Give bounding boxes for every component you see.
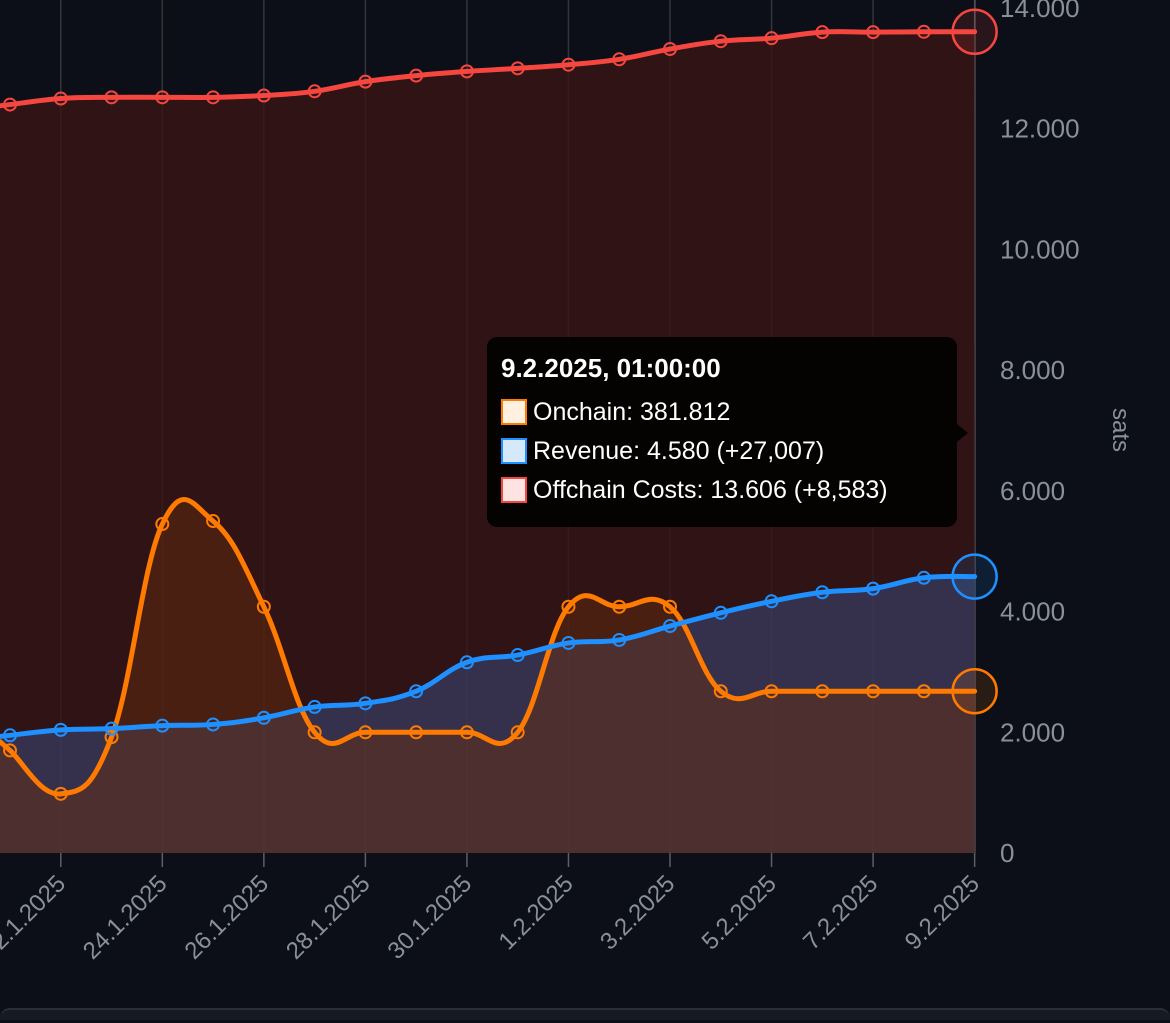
data-point-onchain: [612, 599, 627, 614]
y-tick-label: 0: [1000, 838, 1014, 868]
tooltip-row-onchain: Onchain: 381.812: [501, 397, 943, 427]
highlight-point-onchain: [951, 667, 998, 715]
data-point-revenue: [663, 619, 678, 634]
data-point-onchain: [155, 517, 170, 532]
data-point-onchain: [206, 514, 221, 529]
data-point-revenue: [612, 632, 627, 647]
data-point-revenue: [764, 594, 779, 609]
data-point-onchain: [409, 725, 424, 740]
data-point-onchain: [256, 599, 271, 614]
x-tick-label: 9.2.2025: [900, 870, 985, 955]
data-point-offchain-costs: [307, 84, 322, 99]
data-point-offchain-costs: [358, 74, 373, 89]
series-line-offchain-costs: [0, 29, 978, 109]
data-point-onchain: [358, 725, 373, 740]
bottom-panel-edge: [0, 1008, 1170, 1020]
series-line-onchain: [0, 497, 978, 797]
data-point-onchain: [459, 725, 474, 740]
data-point-offchain-costs: [206, 90, 221, 105]
data-point-offchain-costs: [459, 64, 474, 79]
data-point-onchain: [663, 599, 678, 614]
y-tick-label: 14.000: [1000, 0, 1080, 23]
data-point-revenue: [459, 655, 474, 670]
data-point-offchain-costs: [3, 97, 17, 112]
data-point-offchain-costs: [916, 24, 931, 39]
tooltip: 9.2.2025, 01:00:00 Onchain: 381.812 Reve…: [487, 337, 957, 527]
data-point-revenue: [307, 699, 322, 714]
data-point-offchain-costs: [764, 31, 779, 46]
data-point-onchain: [866, 684, 881, 699]
tooltip-arrow: [957, 424, 968, 442]
data-point-offchain-costs: [510, 61, 525, 76]
data-point-revenue: [510, 648, 525, 663]
x-tick-label: 28.1.2025: [281, 870, 376, 965]
area-onchain: [0, 499, 975, 853]
legend-swatch-revenue: [501, 438, 527, 464]
tooltip-title: 9.2.2025, 01:00:00: [501, 353, 721, 383]
data-point-revenue: [815, 585, 830, 600]
x-tick-label: 24.1.2025: [78, 870, 173, 965]
x-tick-label: 5.2.2025: [697, 870, 782, 955]
y-tick-label: 8.000: [1000, 355, 1065, 385]
tooltip-row-revenue: Revenue: 4.580 (+27,007): [501, 436, 943, 466]
x-tick-label: 30.1.2025: [383, 870, 478, 965]
data-point-offchain-costs: [256, 88, 271, 103]
data-point-revenue: [256, 710, 271, 725]
data-point-revenue: [53, 722, 68, 737]
tooltip-label-offchain-costs: Offchain Costs: 13.606 (+8,583): [533, 476, 888, 504]
data-point-revenue: [713, 605, 728, 620]
tooltip-label-onchain: Onchain: 381.812: [533, 398, 731, 426]
tooltip-label-revenue: Revenue: 4.580 (+27,007): [533, 437, 825, 465]
data-point-onchain: [3, 743, 17, 758]
legend-swatch-onchain: [501, 399, 527, 425]
data-point-onchain: [764, 684, 779, 699]
data-point-onchain: [53, 786, 68, 801]
data-point-onchain: [104, 730, 119, 745]
y-tick-label: 10.000: [1000, 234, 1080, 264]
data-point-offchain-costs: [409, 68, 424, 83]
data-point-offchain-costs: [713, 34, 728, 49]
highlight-point-revenue: [951, 553, 998, 600]
data-point-offchain-costs: [155, 90, 170, 105]
data-point-revenue: [916, 570, 931, 585]
data-point-revenue: [104, 721, 119, 736]
data-point-revenue: [866, 581, 881, 596]
data-point-offchain-costs: [663, 42, 678, 57]
data-point-revenue: [3, 728, 17, 743]
y-tick-label: 4.000: [1000, 597, 1065, 627]
highlight-point-offchain-costs: [951, 8, 998, 56]
area-revenue: [0, 576, 975, 853]
data-point-offchain-costs: [104, 90, 119, 105]
legend-swatch-offchain-costs: [501, 477, 527, 503]
data-point-revenue: [155, 718, 170, 733]
data-point-onchain: [815, 684, 830, 699]
data-point-onchain: [561, 599, 576, 614]
y-axis-title: sats: [1107, 408, 1134, 452]
x-tick-label: 22.1.2025: [0, 870, 71, 965]
x-tick-label: 7.2.2025: [798, 870, 883, 955]
data-point-revenue: [561, 635, 576, 650]
y-tick-label: 12.000: [1000, 114, 1080, 144]
x-tick-label: 3.2.2025: [595, 870, 680, 955]
data-point-offchain-costs: [53, 91, 68, 106]
data-point-offchain-costs: [561, 57, 576, 72]
data-point-offchain-costs: [866, 25, 881, 40]
tooltip-row-offchain-costs: Offchain Costs: 13.606 (+8,583): [501, 475, 943, 505]
data-point-revenue: [409, 684, 424, 699]
data-point-onchain: [916, 684, 931, 699]
data-point-onchain: [713, 684, 728, 699]
data-point-revenue: [206, 717, 221, 732]
x-tick-label: 1.2.2025: [494, 870, 579, 955]
data-point-revenue: [358, 696, 373, 711]
data-point-onchain: [510, 725, 525, 740]
data-point-offchain-costs: [612, 52, 627, 67]
data-point-onchain: [307, 725, 322, 740]
y-tick-label: 6.000: [1000, 476, 1065, 506]
x-tick-label: 26.1.2025: [179, 870, 274, 965]
data-point-offchain-costs: [815, 25, 830, 40]
series-line-revenue: [0, 573, 978, 739]
y-tick-label: 2.000: [1000, 717, 1065, 747]
